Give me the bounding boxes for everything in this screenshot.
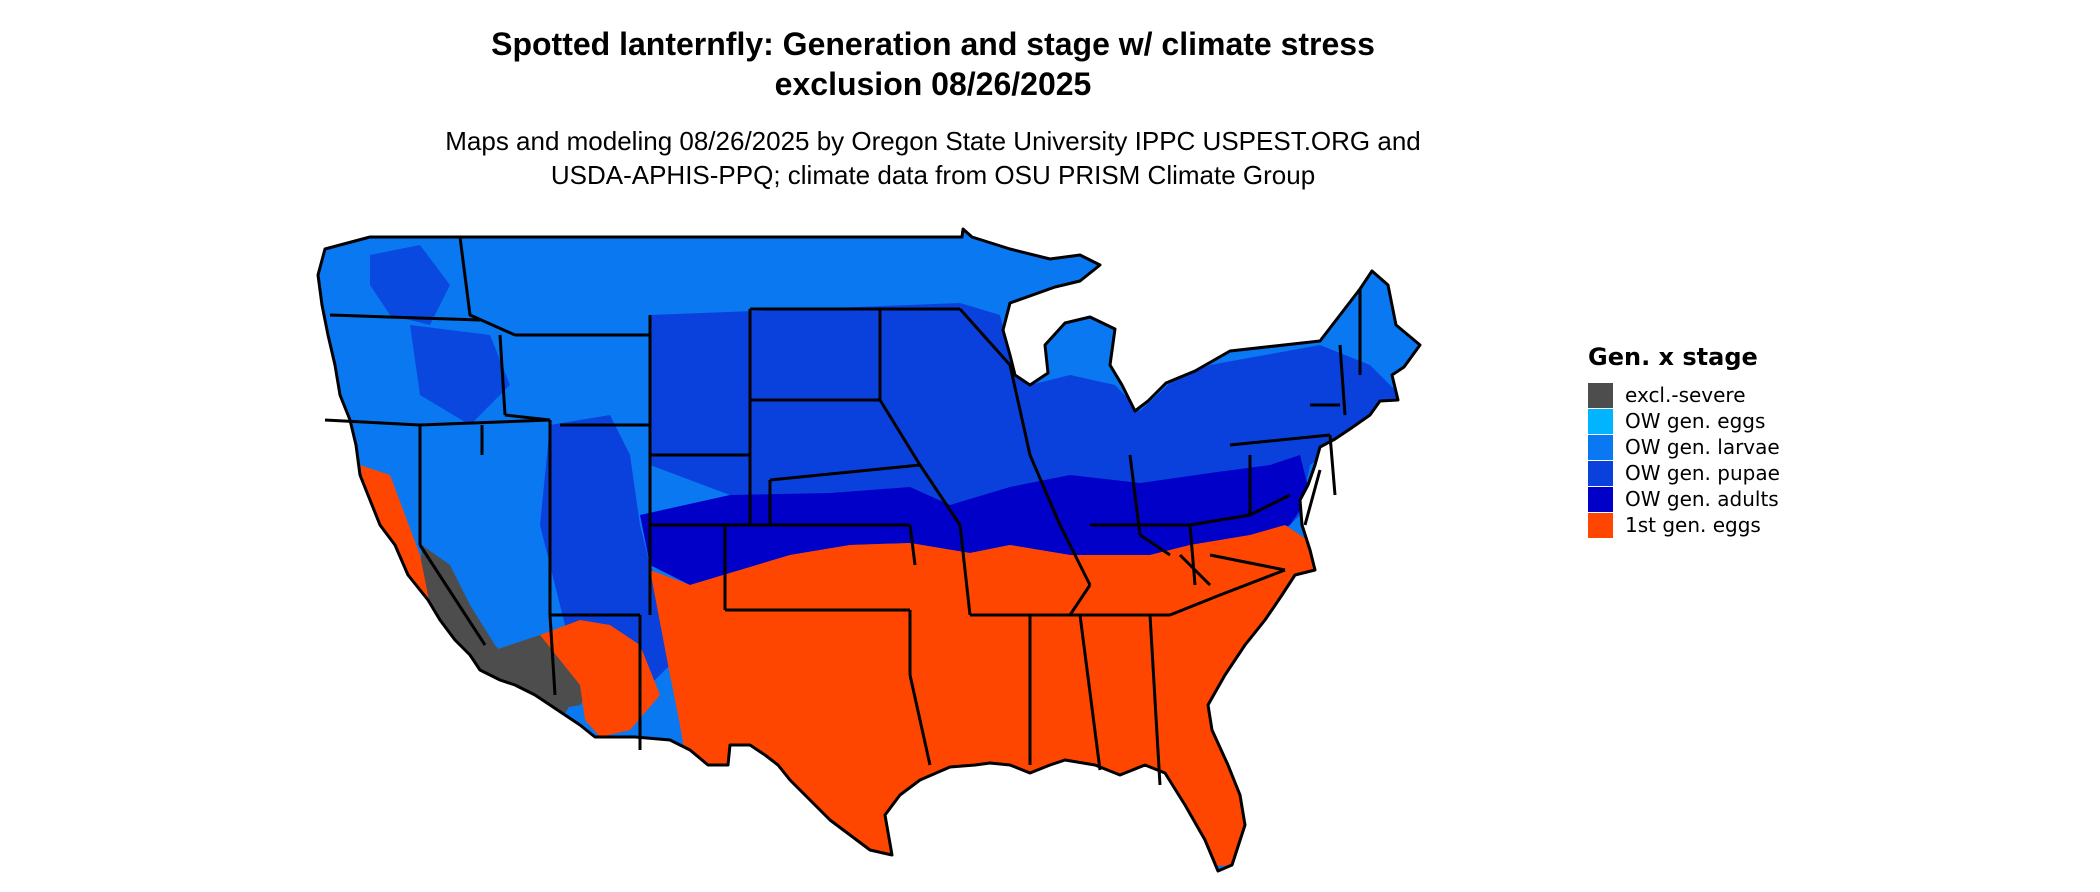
legend-swatch-1st-gen-eggs bbox=[1588, 512, 1613, 538]
legend-label: OW gen. eggs bbox=[1625, 409, 1766, 433]
legend-item: excl.-severe bbox=[1588, 382, 1848, 408]
legend-swatch-ow-pupae bbox=[1588, 460, 1613, 486]
legend-swatch-ow-adults bbox=[1588, 486, 1613, 512]
map-subtitle-line-2: USDA-APHIS-PPQ; climate data from OSU PR… bbox=[550, 160, 1316, 190]
legend-label: 1st gen. eggs bbox=[1625, 513, 1761, 537]
legend-item: OW gen. pupae bbox=[1588, 460, 1848, 486]
legend-title: Gen. x stage bbox=[1588, 343, 1758, 371]
region-ow-pupae-northwest bbox=[370, 245, 450, 325]
legend-item: OW gen. adults bbox=[1588, 486, 1848, 512]
region-excl-severe bbox=[420, 545, 570, 725]
state-borders bbox=[316, 227, 1422, 873]
state-border-lines bbox=[324, 236, 1362, 786]
map-title-line-1: Spotted lanternfly: Generation and stage… bbox=[491, 26, 1375, 62]
map-subtitle: Maps and modeling 08/26/2025 by Oregon S… bbox=[0, 124, 1866, 192]
map-title-line-2: exclusion 08/26/2025 bbox=[774, 66, 1092, 102]
region-1st-gen-eggs-az-nm bbox=[540, 620, 660, 737]
legend-label: OW gen. pupae bbox=[1625, 461, 1780, 485]
legend-label: OW gen. adults bbox=[1625, 487, 1779, 511]
us-map bbox=[316, 227, 1422, 873]
legend-swatch-excl-severe bbox=[1588, 382, 1613, 408]
legend-swatch-ow-eggs bbox=[1588, 408, 1613, 434]
legend-swatch-ow-larvae bbox=[1588, 434, 1613, 460]
region-ow-pupae-central-west bbox=[410, 325, 510, 425]
region-1st-gen-eggs-california bbox=[360, 465, 510, 707]
region-1st-gen-eggs-southwest-edge bbox=[690, 655, 770, 745]
legend-item: 1st gen. eggs bbox=[1588, 512, 1848, 538]
legend-item: OW gen. eggs bbox=[1588, 408, 1848, 434]
legend-item: OW gen. larvae bbox=[1588, 434, 1848, 460]
region-ow-adults bbox=[640, 455, 1310, 585]
map-legend: Gen. x stage excl.-severe OW gen. eggs O… bbox=[1588, 342, 1848, 538]
map-title: Spotted lanternfly: Generation and stage… bbox=[0, 24, 1866, 104]
map-subtitle-line-1: Maps and modeling 08/26/2025 by Oregon S… bbox=[445, 126, 1421, 156]
legend-label: excl.-severe bbox=[1625, 383, 1746, 407]
legend-label: OW gen. larvae bbox=[1625, 435, 1780, 459]
